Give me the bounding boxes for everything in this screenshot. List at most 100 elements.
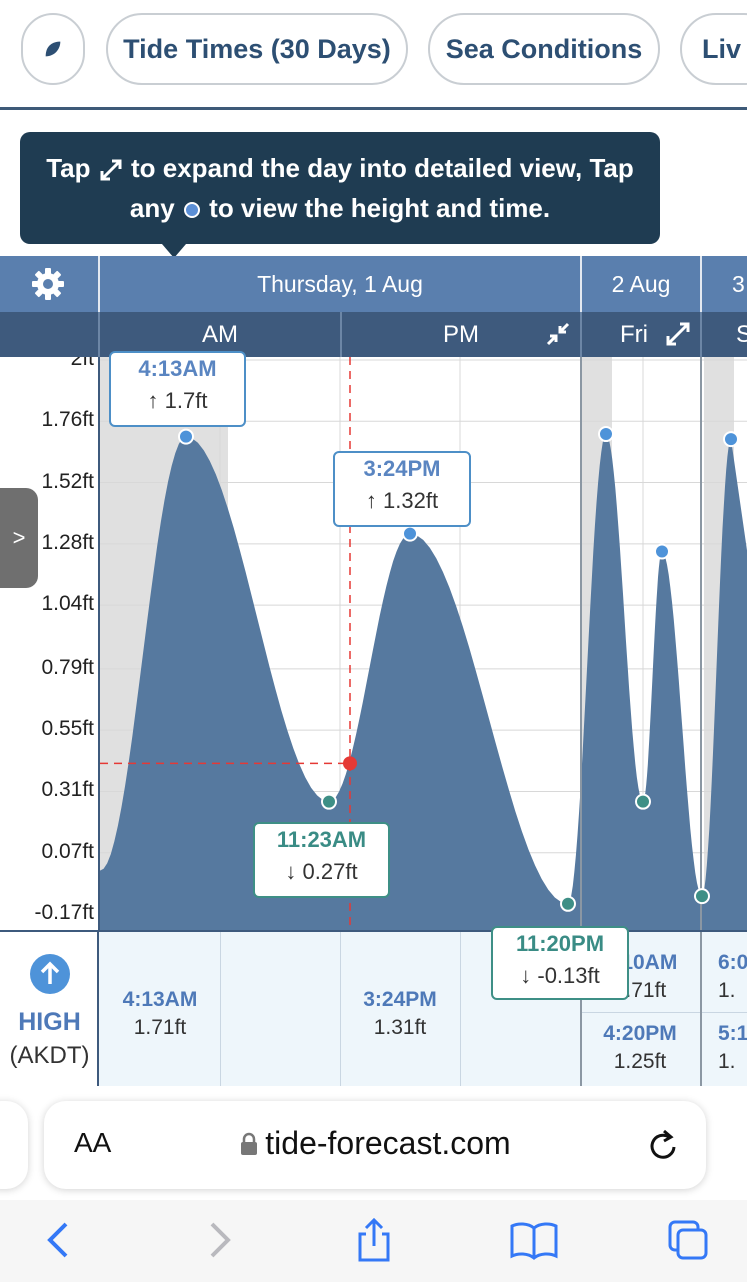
y-tick-label: 0.55ft [41, 717, 94, 741]
bookmarks-icon[interactable] [508, 1218, 560, 1262]
expand-icon[interactable] [664, 320, 692, 348]
y-tick-label: 0.31ft [41, 778, 94, 802]
ampm-header-row: AM PM Fri S [0, 312, 747, 357]
low-tide-point[interactable] [321, 793, 337, 810]
previous-tab-preview[interactable] [0, 1101, 28, 1189]
tab-sea-conditions-label: Sea Conditions [445, 33, 643, 64]
side-panel-toggle-label: > [12, 525, 26, 550]
low-tide-point[interactable] [694, 888, 710, 905]
day-header-thursday[interactable]: Thursday, 1 Aug [98, 256, 580, 312]
tooltip-line-2: any to view the height and time. [20, 188, 660, 228]
tooltip-line-1: Tap to expand the day into detailed view… [20, 148, 660, 188]
tab-sea-conditions[interactable]: Sea Conditions [428, 13, 660, 85]
address-bar[interactable]: AA tide-forecast.com [44, 1101, 706, 1189]
cell-time: 5:1 [718, 1022, 747, 1045]
callout-low-1[interactable]: 11:23AM ↓ 0.27ft [253, 822, 390, 898]
cell-time: 3:24PM [363, 988, 437, 1011]
collapse-icon[interactable] [544, 320, 572, 348]
callout-height: ↓ 0.27ft [255, 856, 388, 888]
table-cell[interactable]: 4:20PM 1.25ft [580, 1020, 700, 1076]
reader-settings-button[interactable]: AA [74, 1127, 112, 1158]
y-tick-label: 2ft [70, 357, 94, 370]
y-tick-label: 1.76ft [41, 408, 94, 432]
fri-label: Fri [620, 320, 648, 348]
y-tick-label: 0.79ft [41, 655, 94, 679]
high-tide-point[interactable] [654, 543, 670, 560]
lock-icon [241, 1132, 258, 1155]
sat-header: S [700, 312, 747, 357]
column-divider [220, 932, 221, 1086]
y-tick-label: -0.17ft [34, 901, 94, 924]
column-divider [580, 932, 582, 1086]
cell-time: 6:0 [718, 951, 747, 974]
y-tick-label: 1.52ft [41, 469, 94, 493]
leaf-icon-button[interactable] [21, 13, 85, 85]
day-header-friday[interactable]: 2 Aug [580, 256, 700, 312]
callout-height-value: 0.27ft [302, 859, 358, 884]
row-header: HIGH (AKDT) [0, 932, 99, 1086]
back-icon[interactable] [36, 1218, 80, 1262]
reload-icon[interactable] [646, 1127, 680, 1163]
day-header-saturday[interactable]: 3 [700, 256, 747, 312]
leaf-icon [45, 41, 61, 57]
date-header-row: Thursday, 1 Aug 2 Aug 3 [0, 256, 747, 312]
callout-low-2[interactable]: 11:20PM ↓ -0.13ft [491, 926, 629, 1000]
table-cell[interactable]: 5:1 1. [702, 1020, 747, 1076]
tooltip-text: any [129, 193, 175, 223]
row-label: HIGH [18, 1008, 81, 1036]
share-icon[interactable] [352, 1218, 396, 1262]
tooltip-text: to expand the day into detailed view, Ta… [131, 153, 634, 183]
cell-height: 1.31ft [373, 1016, 427, 1039]
callout-height: ↓ -0.13ft [493, 960, 627, 992]
low-tide-point[interactable] [560, 895, 576, 912]
high-tide-point[interactable] [598, 426, 614, 443]
y-tick-label: 0.07ft [41, 839, 94, 863]
tooltip-text: to view the height and time. [209, 193, 551, 223]
cell-time: 4:20PM [603, 1022, 677, 1045]
side-panel-toggle[interactable]: > [0, 488, 38, 588]
expand-icon [100, 159, 122, 181]
high-tide-table: HIGH (AKDT) 4:13AM 1.71ft 3:24PM 1.31ft … [0, 930, 747, 1086]
table-cell[interactable]: 6:0 1. [702, 949, 747, 1005]
forward-icon[interactable] [198, 1218, 242, 1262]
high-tide-point[interactable] [178, 428, 194, 445]
day-label: Thursday, 1 Aug [257, 270, 423, 297]
nav-divider [0, 107, 747, 110]
callout-high-2[interactable]: 3:24PM ↑ 1.32ft [333, 451, 471, 527]
help-tooltip[interactable]: Tap to expand the day into detailed view… [20, 132, 660, 258]
day-label: 3 [732, 270, 745, 297]
callout-height-value: 1.7ft [164, 388, 208, 413]
cell-time: 4:13AM [122, 988, 198, 1011]
fri-header: Fri [580, 312, 700, 357]
gear-icon[interactable] [30, 266, 66, 302]
cell-height: 1.25ft [613, 1050, 667, 1073]
low-tide-point[interactable] [635, 793, 651, 810]
callout-time: 4:13AM [138, 356, 217, 381]
high-tide-point[interactable] [402, 525, 418, 542]
callout-height: ↑ 1.7ft [111, 385, 244, 417]
pm-label: PM [443, 320, 479, 348]
tide-area [100, 434, 747, 930]
table-cell[interactable]: 4:13AM 1.71ft [100, 986, 220, 1042]
pm-header: PM [340, 312, 580, 357]
callout-time: 11:23AM [276, 827, 367, 852]
tide-chart-svg[interactable] [0, 357, 747, 930]
timezone-label: (AKDT) [9, 1042, 90, 1069]
sat-label: S [736, 321, 747, 349]
tab-live[interactable]: Liv [680, 13, 747, 85]
y-tick-label: 1.28ft [41, 530, 94, 554]
y-tick-label: 1.04ft [41, 592, 94, 616]
cell-height: 1. [718, 979, 736, 1002]
tab-tide-times[interactable]: Tide Times (30 Days) [106, 13, 408, 85]
url-text: tide-forecast.com [265, 1125, 511, 1161]
high-tide-point[interactable] [723, 431, 739, 448]
url-display[interactable]: tide-forecast.com [44, 1125, 706, 1162]
table-cell[interactable]: 3:24PM 1.31ft [340, 986, 460, 1042]
callout-time: 11:20PM [515, 931, 605, 956]
tabs-icon[interactable] [666, 1218, 710, 1262]
down-arrow-icon: ↓ [285, 859, 297, 884]
cell-divider [702, 1012, 747, 1013]
callout-high-1[interactable]: 4:13AM ↑ 1.7ft [109, 351, 246, 427]
cell-height: 1.71ft [133, 1016, 187, 1039]
column-divider [700, 932, 702, 1086]
